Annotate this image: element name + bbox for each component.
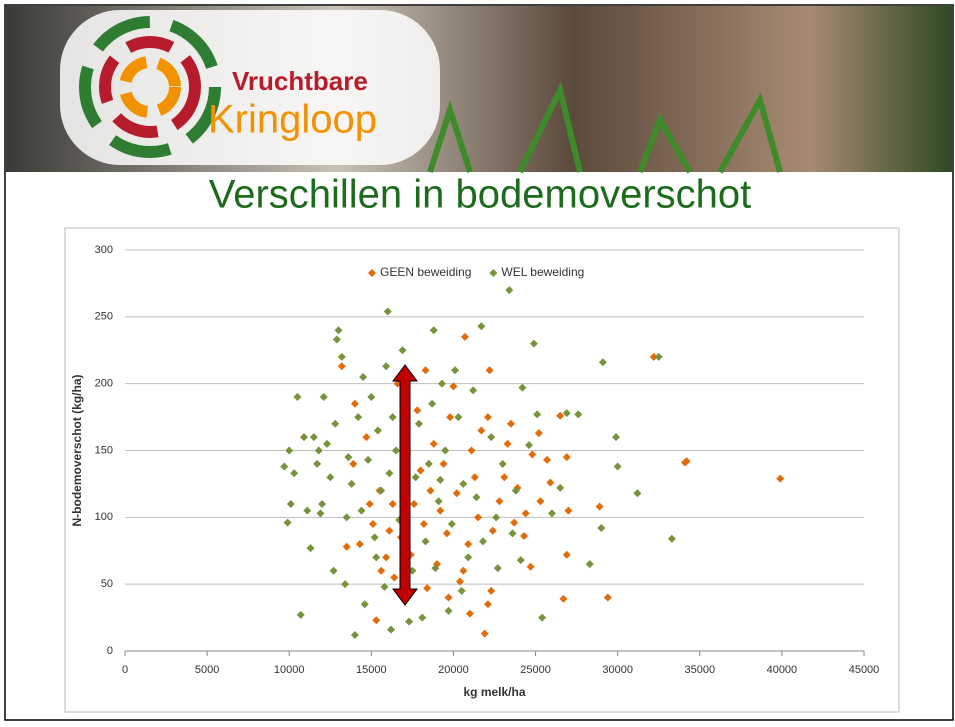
x-tick-label: 15000 xyxy=(356,664,387,676)
x-tick-label: 35000 xyxy=(684,664,715,676)
x-tick-label: 10000 xyxy=(274,664,305,676)
y-tick-label: 250 xyxy=(95,311,113,323)
y-tick-label: 200 xyxy=(95,378,113,390)
page: Vruchtbare Kringloop Verschillen in bode… xyxy=(0,0,955,722)
x-tick-label: 30000 xyxy=(602,664,633,676)
y-tick-label: 150 xyxy=(95,444,113,456)
y-tick-label: 300 xyxy=(95,244,113,256)
y-axis-label: N-bodemoverschot (kg/ha) xyxy=(70,374,84,526)
x-tick-label: 25000 xyxy=(520,664,551,676)
legend-label: WEL beweiding xyxy=(501,265,584,279)
y-tick-label: 0 xyxy=(107,645,113,657)
x-tick-label: 0 xyxy=(122,664,128,676)
logo-line1: Vruchtbare xyxy=(232,66,368,96)
x-tick-label: 45000 xyxy=(849,664,880,676)
slide-title: Verschillen in bodemoverschot xyxy=(209,173,752,217)
y-tick-label: 100 xyxy=(95,511,113,523)
x-axis-label: kg melk/ha xyxy=(463,685,525,699)
logo-line2: Kringloop xyxy=(208,98,377,142)
chart-frame xyxy=(65,228,899,712)
y-tick-label: 50 xyxy=(101,578,113,590)
x-tick-label: 40000 xyxy=(767,664,798,676)
x-tick-label: 20000 xyxy=(438,664,469,676)
legend-label: GEEN beweiding xyxy=(380,265,471,279)
x-tick-label: 5000 xyxy=(195,664,219,676)
slide: Vruchtbare Kringloop Verschillen in bode… xyxy=(0,0,955,722)
